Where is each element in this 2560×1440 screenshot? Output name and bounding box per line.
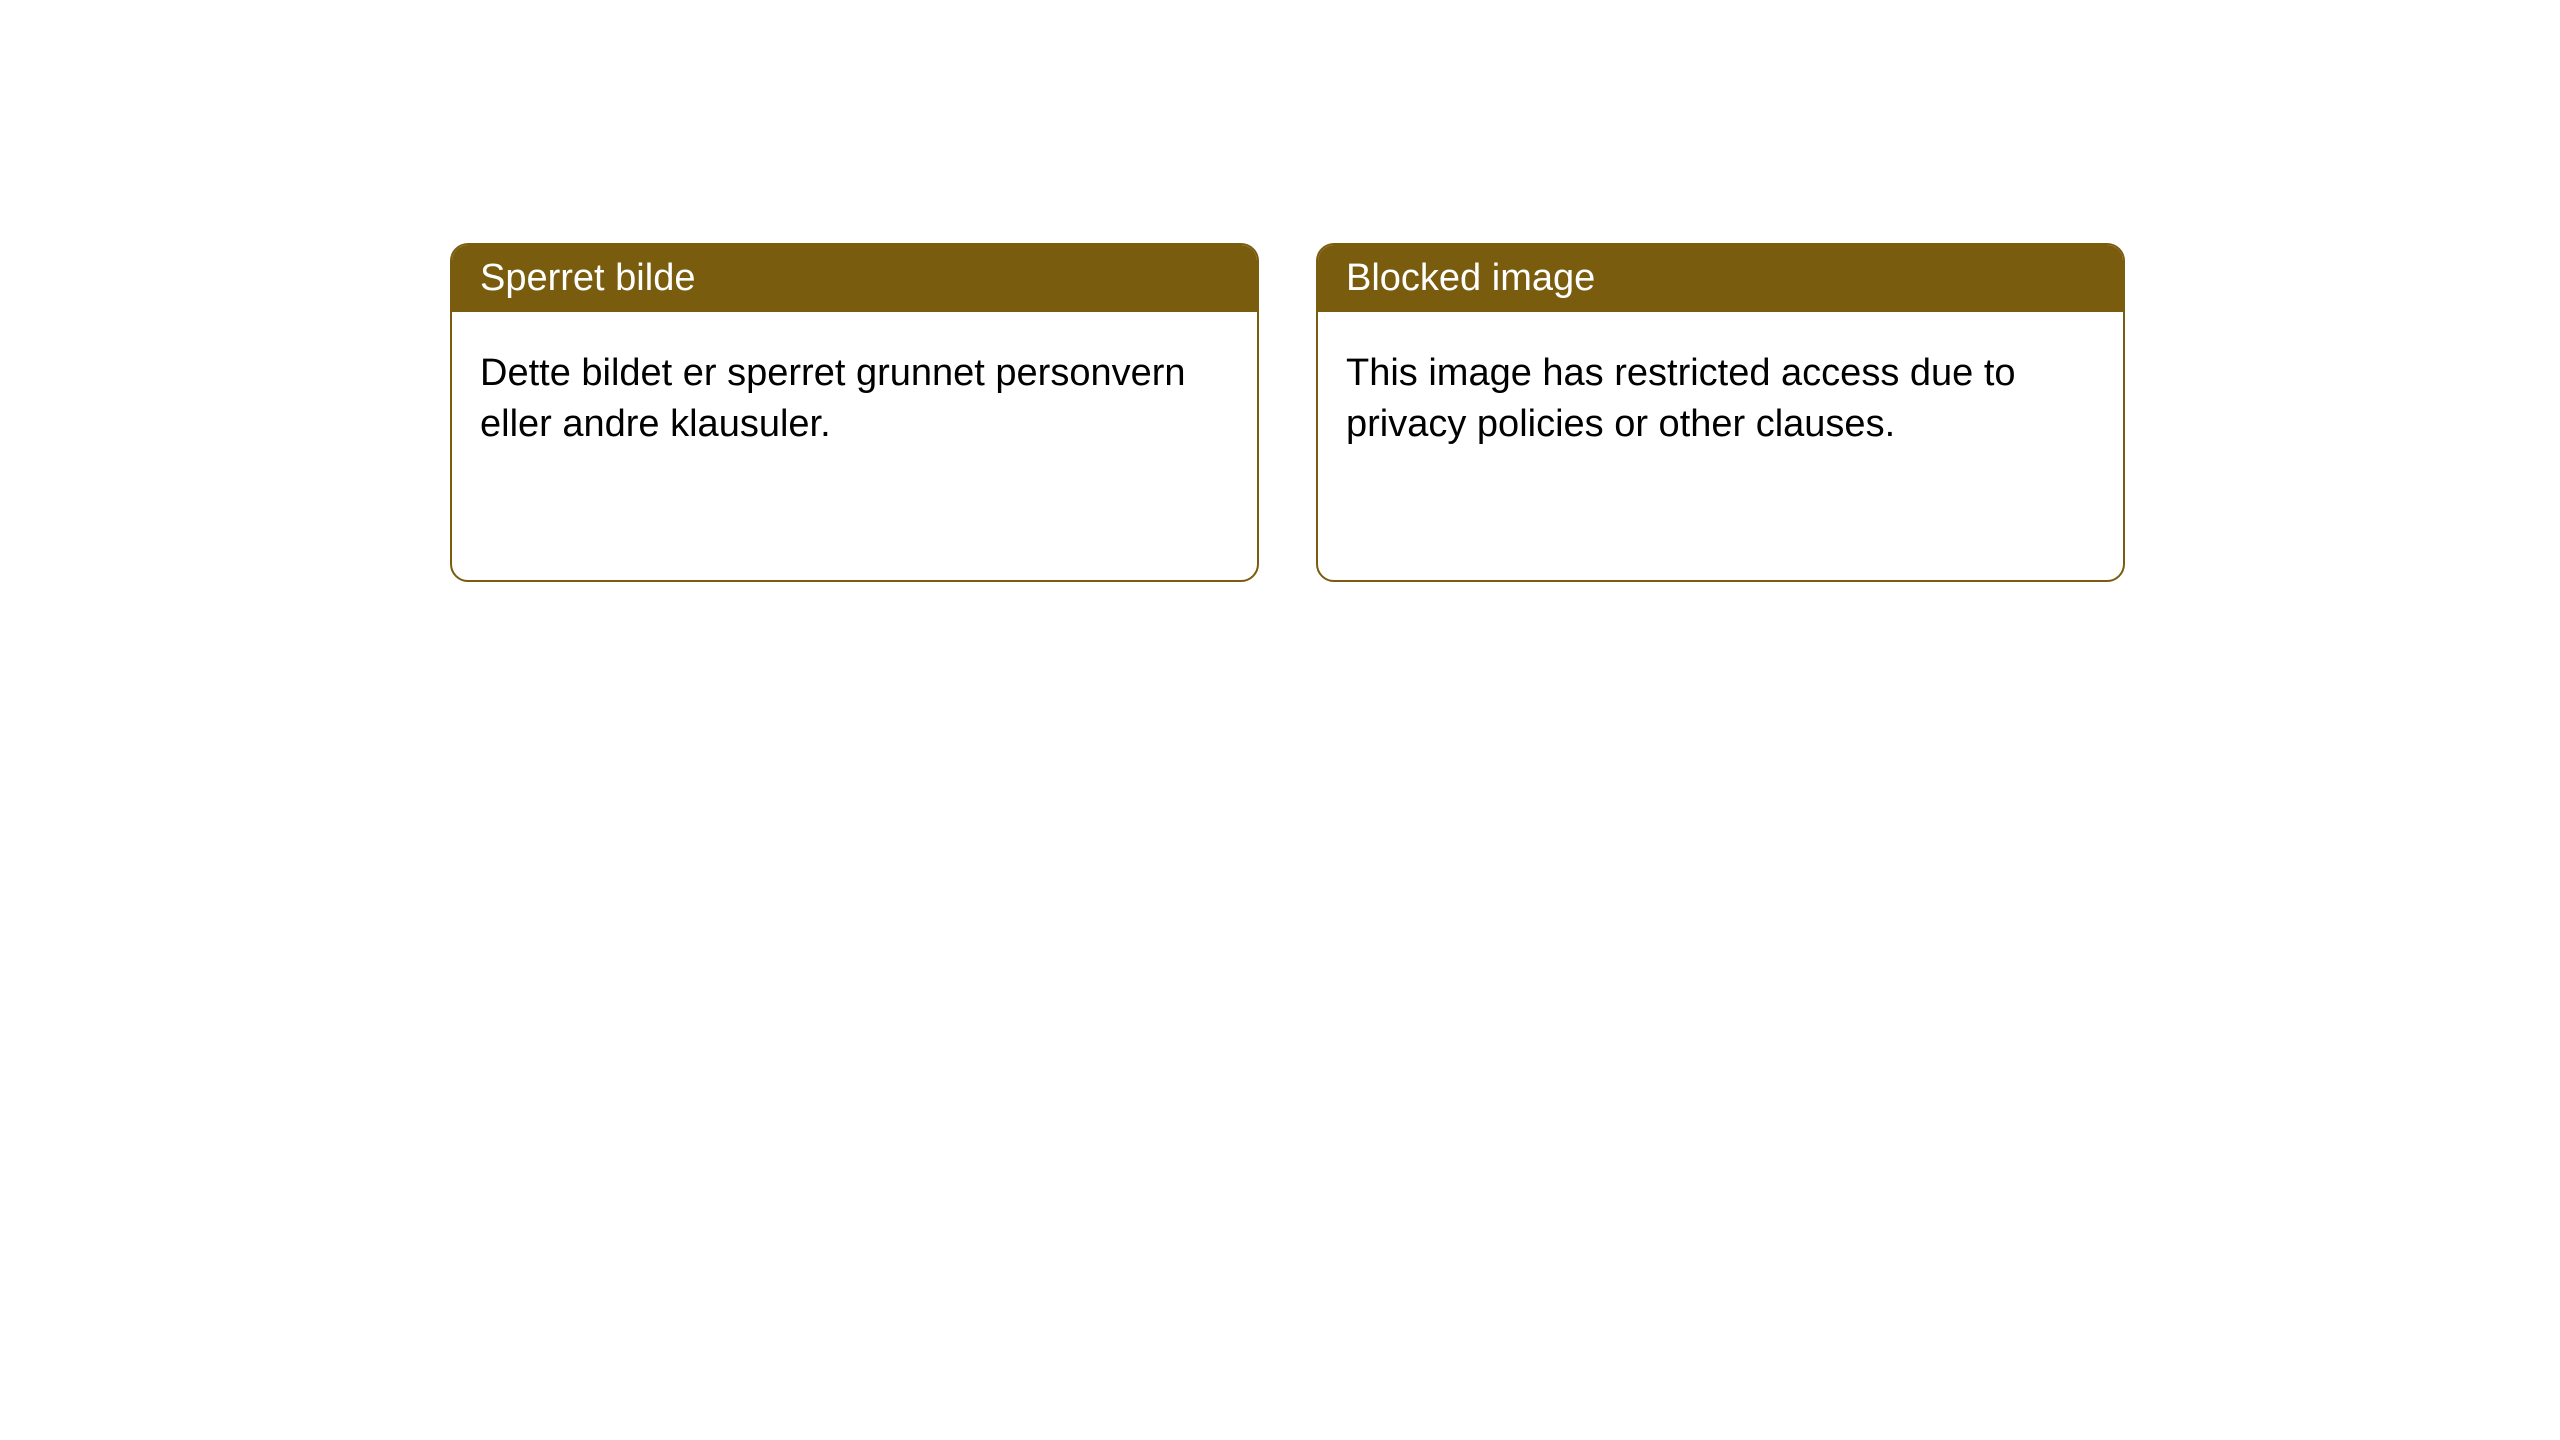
card-body: This image has restricted access due to … [1318, 312, 2123, 487]
card-title: Blocked image [1346, 257, 1595, 299]
card-title: Sperret bilde [480, 257, 695, 299]
blocked-image-card-no: Sperret bilde Dette bildet er sperret gr… [450, 243, 1259, 582]
cards-container: Sperret bilde Dette bildet er sperret gr… [0, 0, 2560, 582]
card-body-text: This image has restricted access due to … [1346, 352, 2016, 445]
card-body: Dette bildet er sperret grunnet personve… [452, 312, 1257, 487]
blocked-image-card-en: Blocked image This image has restricted … [1316, 243, 2125, 582]
card-header: Sperret bilde [452, 245, 1257, 312]
card-header: Blocked image [1318, 245, 2123, 312]
card-body-text: Dette bildet er sperret grunnet personve… [480, 352, 1186, 445]
